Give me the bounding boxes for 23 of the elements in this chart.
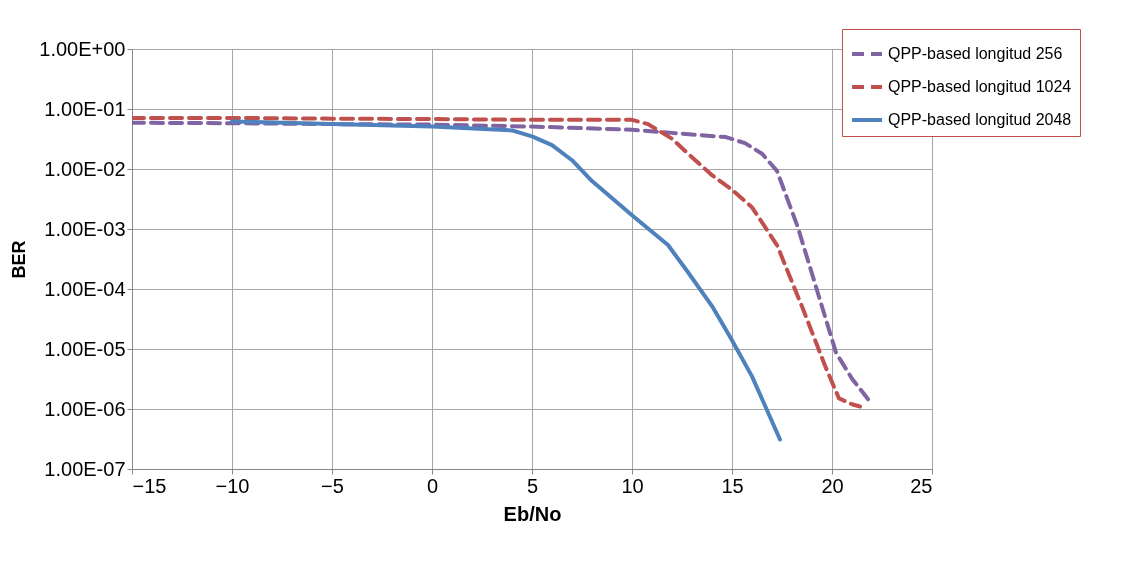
x-tick-label: −10 [215,474,250,497]
legend-label: QPP-based longitud 256 [888,45,1063,62]
y-tick-label: 1.00E-07 [44,457,126,480]
legend-label: QPP-based longitud 2048 [888,111,1072,128]
x-tick-label: 5 [526,474,539,497]
y-tick-label: 1.00E-01 [44,97,126,120]
x-tick-label: −5 [321,474,344,497]
x-tick-label: 25 [910,474,933,497]
line-series [230,119,782,442]
y-tick-label: 1.00E-03 [44,217,126,240]
x-tick-label: 20 [821,474,844,497]
y-tick-label: 1.00E+00 [39,37,126,60]
y-tick-label: 1.00E-02 [44,157,126,180]
x-tick-label: 10 [621,474,644,497]
legend-label: QPP-based longitud 1024 [888,78,1072,95]
x-tick-label: 15 [721,474,744,497]
x-tick-label: 0 [426,474,439,497]
y-tick-label: 1.00E-04 [44,277,126,300]
y-tick-label: 1.00E-06 [44,397,126,420]
x-axis-title: Eb/No [503,502,562,525]
y-axis-title: BER [9,240,30,279]
y-tick-label: 1.00E-05 [44,337,126,360]
x-tick-label: −15 [132,474,167,497]
